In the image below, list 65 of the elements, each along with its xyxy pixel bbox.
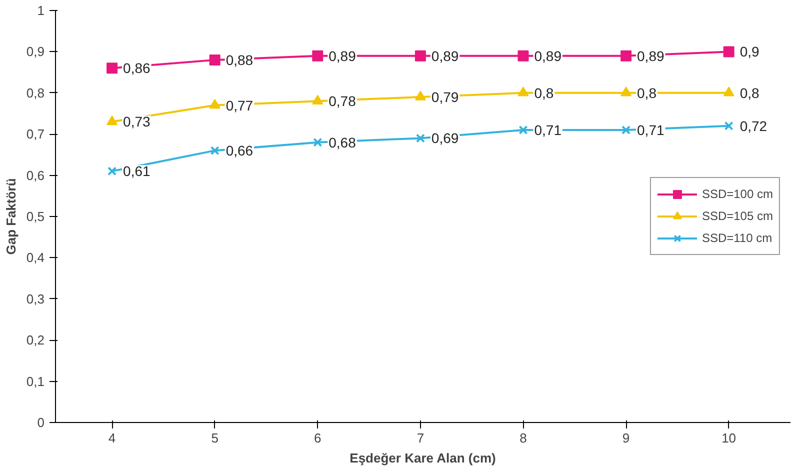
data-label: 0,88 <box>226 52 254 68</box>
y-tick-label: 0,4 <box>26 250 45 266</box>
y-tick-label: 0,9 <box>26 44 45 60</box>
y-tick-label: 0,8 <box>26 85 45 100</box>
data-label: 0,69 <box>431 130 459 146</box>
data-label: 0,89 <box>431 48 459 64</box>
point <box>723 46 734 58</box>
x-tick-label: 8 <box>520 430 527 446</box>
data-label: 0,73 <box>123 114 150 130</box>
data-label: 0,86 <box>123 60 150 76</box>
point <box>518 125 528 135</box>
x-tick-label: 10 <box>722 430 736 446</box>
point <box>620 50 632 62</box>
point <box>724 121 734 130</box>
point <box>209 98 220 109</box>
y-axis-title: Gap Faktörü <box>3 178 18 255</box>
point <box>416 134 425 143</box>
point <box>414 90 426 100</box>
data-label: 0,8 <box>534 84 554 101</box>
point <box>108 166 117 176</box>
data-label: 0,77 <box>226 97 254 114</box>
data-label: 0,61 <box>123 163 150 180</box>
y-tick-label: 0,7 <box>26 126 45 142</box>
data-label: 0,89 <box>637 48 664 64</box>
data-label: 0,72 <box>740 118 768 134</box>
y-tick-label: 1 <box>37 3 45 18</box>
point <box>210 146 220 156</box>
legend-label: SSD=110 cm <box>702 231 772 245</box>
data-label: 0,8 <box>740 84 760 101</box>
data-label: 0,71 <box>637 122 664 138</box>
point <box>106 115 118 126</box>
legend-label: SSD=105 cm <box>702 209 773 223</box>
point <box>312 94 324 105</box>
data-label: 0,66 <box>226 142 254 159</box>
x-tick-label: 6 <box>314 430 322 446</box>
data-label: 0,78 <box>328 93 356 110</box>
point <box>620 86 632 96</box>
data-label: 0,89 <box>328 48 356 64</box>
point <box>312 50 324 62</box>
x-axis-title: Eşdeğer Kare Alan (cm) <box>350 450 496 466</box>
data-label: 0,9 <box>740 44 760 60</box>
point <box>723 86 734 96</box>
y-tick-label: 0,6 <box>26 168 45 183</box>
point <box>313 138 322 147</box>
point <box>621 125 631 135</box>
y-tick-label: 0,1 <box>26 374 45 389</box>
legend-label: SSD=100 cm <box>702 187 773 201</box>
data-label: 0,68 <box>328 134 356 150</box>
y-tick-label: 0,2 <box>26 332 45 348</box>
x-tick-label: 9 <box>622 430 630 446</box>
point <box>518 86 529 96</box>
x-tick-label: 4 <box>108 430 116 446</box>
point <box>414 50 426 62</box>
x-tick-label: 7 <box>416 430 424 446</box>
y-tick-label: 0,5 <box>26 209 45 224</box>
data-label: 0,79 <box>431 89 459 106</box>
point <box>209 54 220 66</box>
data-label: 0,8 <box>637 84 657 101</box>
y-tick-label: 0,3 <box>26 291 45 306</box>
point <box>106 62 118 74</box>
point <box>518 50 529 62</box>
y-tick-label: 0 <box>37 415 45 430</box>
data-label: 0,89 <box>534 48 562 64</box>
x-tick-label: 5 <box>211 430 218 446</box>
data-label: 0,71 <box>534 122 562 138</box>
